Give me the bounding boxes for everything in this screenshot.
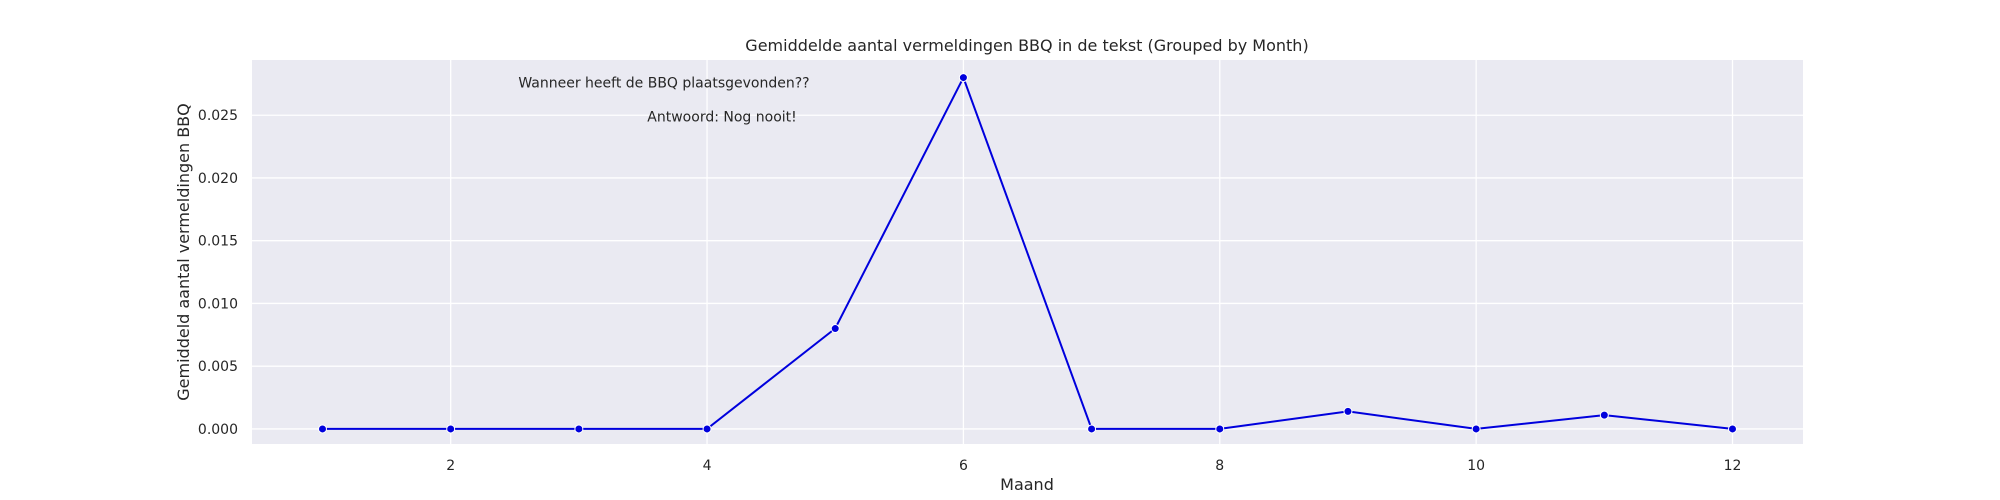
data-point — [830, 324, 840, 334]
data-point — [1599, 410, 1609, 420]
x-ticks: 2 4 6 8 10 12 — [446, 458, 1741, 474]
grid-lines — [252, 60, 1803, 444]
data-point — [702, 424, 712, 434]
x-tick-label: 10 — [1467, 458, 1485, 474]
data-point — [1087, 424, 1097, 434]
y-tick-label: 0.010 — [198, 296, 238, 312]
data-point — [1343, 406, 1353, 416]
chart-title: Gemiddelde aantal vermeldingen BBQ in de… — [745, 36, 1308, 55]
data-point — [1471, 424, 1481, 434]
data-point — [446, 424, 456, 434]
data-points — [318, 73, 1737, 434]
y-tick-label: 0.015 — [198, 234, 238, 250]
annotations: Wanneer heeft de BBQ plaatsgevonden?? Ant… — [518, 76, 809, 126]
x-tick-label: 6 — [959, 458, 968, 474]
data-point — [1728, 424, 1737, 434]
x-tick-label: 2 — [446, 458, 455, 474]
y-ticks: 0.000 0.005 0.010 0.015 0.020 0.025 — [198, 108, 238, 438]
series-line — [322, 75, 1733, 430]
data-point — [318, 424, 327, 434]
series-line-group — [322, 75, 1733, 430]
y-axis-label: Gemiddeld aantal vermeldingen BBQ — [174, 103, 193, 400]
data-point — [574, 424, 584, 434]
x-tick-label: 8 — [1215, 458, 1224, 474]
y-tick-label: 0.020 — [198, 171, 238, 187]
x-tick-label: 4 — [703, 458, 712, 474]
y-tick-label: 0.000 — [198, 422, 238, 438]
annotation-text: Wanneer heeft de BBQ plaatsgevonden?? — [518, 76, 809, 92]
x-axis-label: Maand — [1000, 475, 1054, 494]
y-tick-label: 0.025 — [198, 108, 238, 124]
y-tick-label: 0.005 — [198, 359, 238, 375]
annotation-text: Antwoord: Nog nooit! — [647, 109, 796, 125]
data-point — [958, 73, 968, 83]
x-tick-label: 12 — [1724, 458, 1742, 474]
data-point — [1215, 424, 1225, 434]
